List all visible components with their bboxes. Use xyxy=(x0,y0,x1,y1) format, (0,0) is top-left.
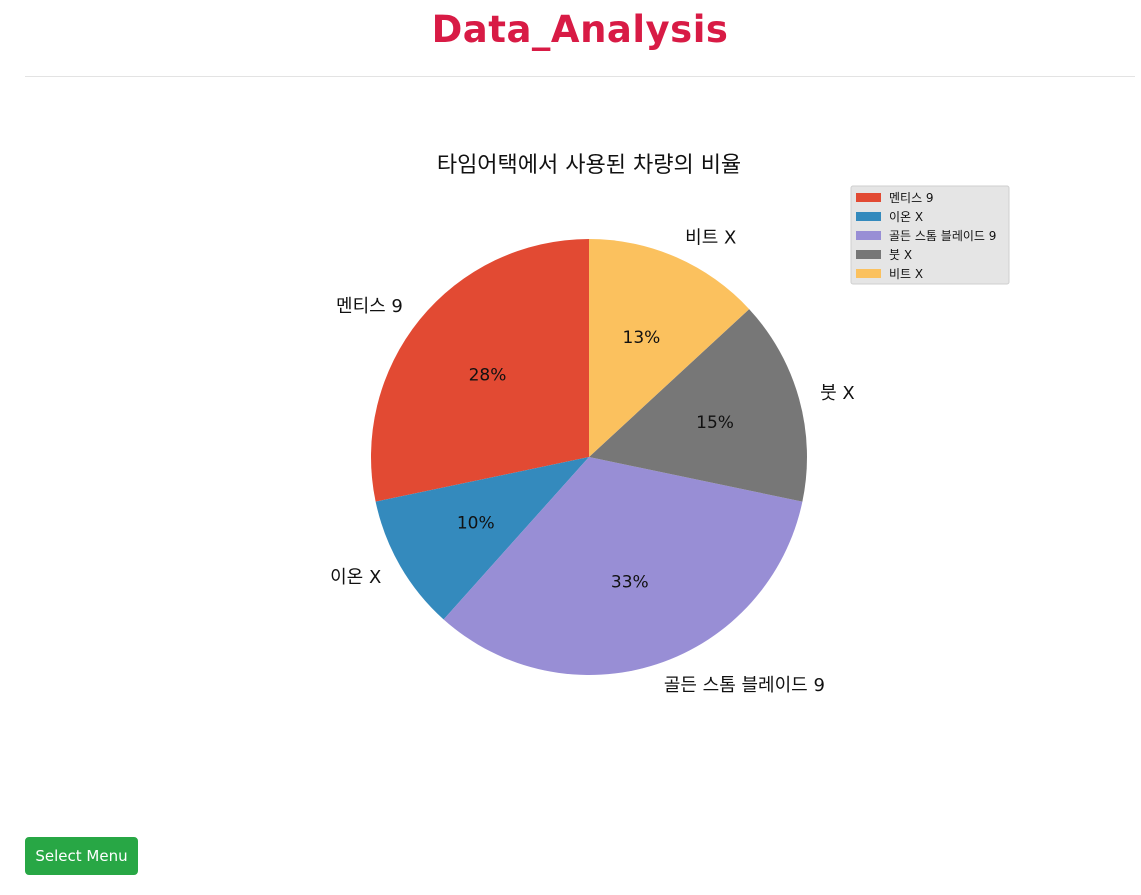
title-divider xyxy=(25,76,1135,77)
pie-slice-5 xyxy=(589,239,750,457)
pie-slice-4 xyxy=(589,309,807,502)
pie-slice-1 xyxy=(371,239,589,502)
pie-slice-3 xyxy=(443,457,803,675)
legend-swatch xyxy=(856,212,881,221)
pie-percent-label: 15% xyxy=(696,413,734,433)
pie-percent-label: 10% xyxy=(457,513,495,533)
legend-label: 골든 스톰 블레이드 9 xyxy=(889,229,996,243)
pie-chart: 타임어택에서 사용된 차량의 비율 28% 멘티스 9 10% 이온 X 33% 골든 스… xyxy=(330,153,1010,696)
legend-label: 이온 X xyxy=(889,210,923,224)
pie-slice-2 xyxy=(375,457,589,620)
pie-category-label: 골든 스톰 블레이드 9 xyxy=(664,675,825,696)
pie-percent-label: 33% xyxy=(611,572,649,592)
legend-swatch xyxy=(856,193,881,202)
select-menu-button[interactable]: Select Menu xyxy=(25,837,138,875)
pie-category-label: 비트 X xyxy=(685,227,736,248)
legend-label: 붓 X xyxy=(889,248,912,262)
pie-slices xyxy=(371,239,807,675)
pie-category-label: 이온 X xyxy=(330,567,381,588)
legend-swatch xyxy=(856,231,881,240)
chart-legend: 멘티스 9 이온 X 골든 스톰 블레이드 9 붓 X 비트 X xyxy=(850,185,1010,285)
legend-box xyxy=(850,185,1010,285)
chart-title: 타임어택에서 사용된 차량의 비율 xyxy=(437,153,741,178)
legend-swatch xyxy=(856,250,881,259)
pie-percent-label: 28% xyxy=(469,366,507,386)
pie-percent-label: 13% xyxy=(623,328,661,348)
app-title: Data_Analysis xyxy=(431,8,729,51)
pie-category-label: 붓 X xyxy=(820,383,855,404)
pie-labels: 28% 멘티스 9 10% 이온 X 33% 골든 스톰 블레이드 9 15% 붓 X 13% 비… xyxy=(330,227,855,696)
legend-label: 멘티스 9 xyxy=(889,191,934,205)
legend-swatch xyxy=(856,269,881,278)
pie-category-label: 멘티스 9 xyxy=(336,296,403,317)
legend-label: 비트 X xyxy=(889,267,923,281)
